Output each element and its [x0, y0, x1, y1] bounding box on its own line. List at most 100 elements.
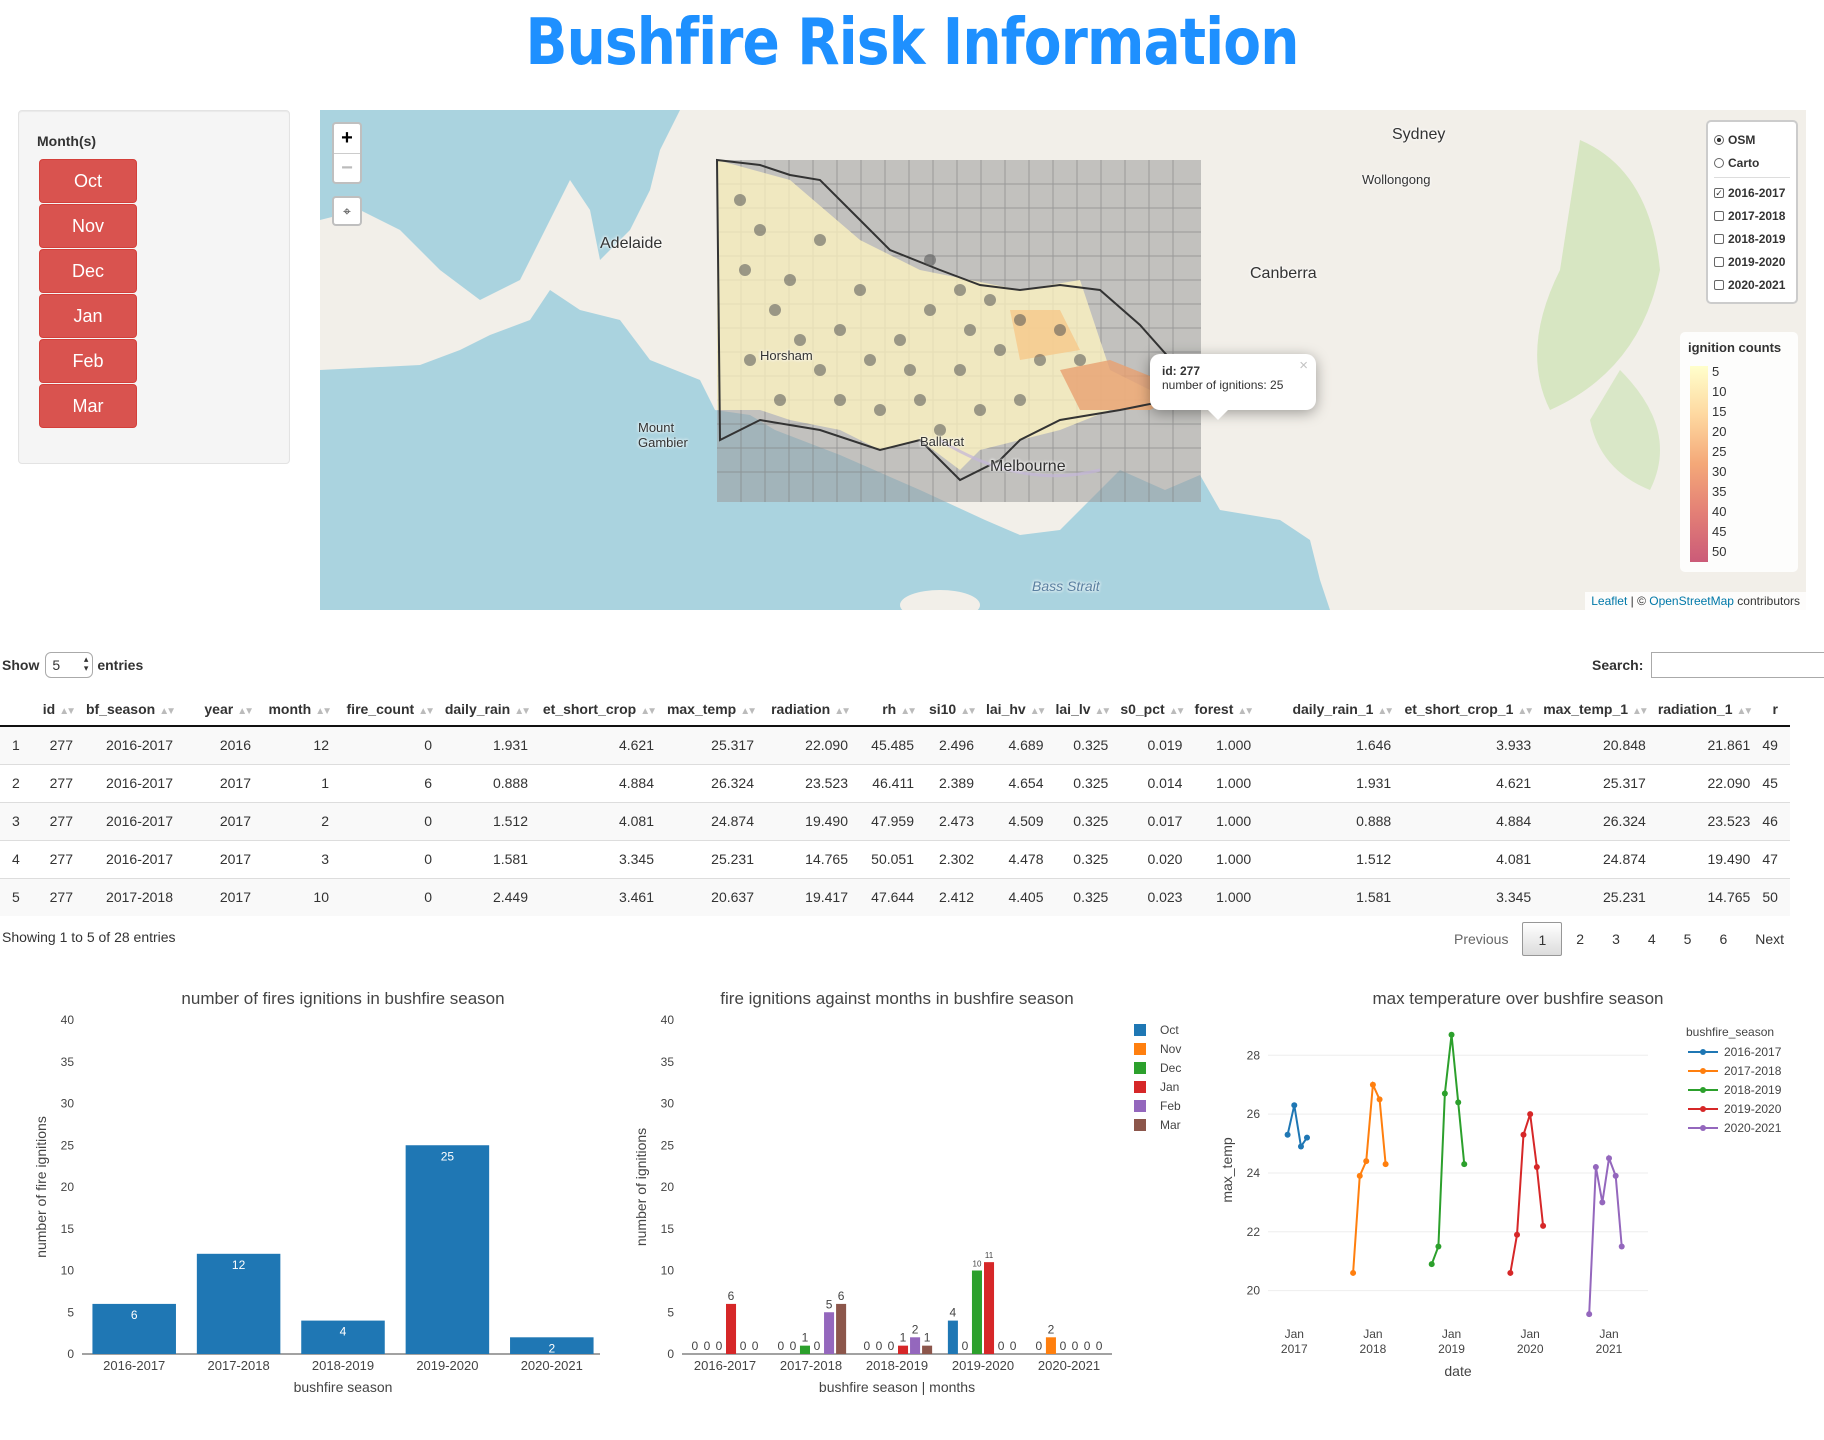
y-tick-label: 30: [661, 1097, 675, 1111]
map-label-mount-gambier: Mount Gambier: [638, 420, 688, 450]
month-button-jan[interactable]: Jan: [39, 294, 137, 338]
entries-select[interactable]: 5: [45, 652, 94, 678]
data-point: [1441, 1090, 1448, 1097]
bar: [984, 1262, 995, 1354]
legend-tick: 15: [1712, 404, 1727, 419]
radio-icon[interactable]: [1714, 157, 1724, 168]
page-button-4[interactable]: 4: [1647, 931, 1656, 947]
table-cell: 1.000: [1194, 801, 1264, 840]
column-header[interactable]: lai_lv ▲▼: [1055, 692, 1121, 727]
search-input[interactable]: [1651, 652, 1824, 678]
checkbox-icon[interactable]: [1714, 210, 1724, 221]
popup-id: id: 277: [1162, 364, 1201, 378]
month-button-feb[interactable]: Feb: [39, 339, 137, 383]
overlay-2016-2017[interactable]: ✓ 2016-2017: [1714, 181, 1790, 204]
column-header[interactable]: month ▲▼: [263, 692, 341, 727]
page-button-3[interactable]: 3: [1612, 931, 1620, 947]
table-row[interactable]: 1 277 2016-2017 2016 12 0 1.931 4.621 25.317 22.0…: [0, 725, 1790, 764]
column-header[interactable]: et_short_crop_1 ▲▼: [1403, 692, 1544, 727]
column-header-label: max_temp_1: [1543, 700, 1629, 717]
table-body: 1 277 2016-2017 2016 12 0 1.931 4.621 25.317 22.0…: [0, 725, 1790, 916]
column-header[interactable]: radiation ▲▼: [766, 692, 860, 727]
overlay-2018-2019[interactable]: 2018-2019: [1714, 227, 1790, 250]
column-header[interactable]: max_temp_1 ▲▼: [1543, 692, 1658, 727]
column-header-label: fire_count: [346, 700, 415, 717]
table-row[interactable]: 3 277 2016-2017 2017 2 0 1.512 4.081 24.874 19.49…: [0, 801, 1790, 840]
column-header-label: bf_season: [85, 700, 156, 717]
leaflet-link[interactable]: Leaflet: [1591, 594, 1628, 608]
x-tick-label: 2018: [1360, 1342, 1387, 1356]
checkbox-icon[interactable]: [1714, 256, 1724, 267]
column-header[interactable]: daily_rain ▲▼: [444, 692, 540, 727]
base-layer-osm[interactable]: OSM: [1714, 128, 1790, 151]
month-button-oct[interactable]: Oct: [39, 159, 137, 203]
y-tick-label: 24: [1247, 1166, 1261, 1180]
osm-link[interactable]: OpenStreetMap: [1649, 594, 1734, 608]
radio-selected-icon[interactable]: [1714, 134, 1724, 145]
overlay-label: 2019-2020: [1728, 254, 1786, 269]
checkbox-icon[interactable]: [1714, 279, 1724, 290]
table-row[interactable]: 2 277 2016-2017 2017 1 6 0.888 4.884 26.324 23.52…: [0, 763, 1790, 802]
checkbox-icon[interactable]: [1714, 233, 1724, 244]
column-header[interactable]: si10 ▲▼: [926, 692, 986, 727]
close-icon[interactable]: ×: [1299, 357, 1308, 374]
column-header[interactable]: year ▲▼: [185, 692, 263, 727]
overlay-2017-2018[interactable]: 2017-2018: [1714, 204, 1790, 227]
column-header[interactable]: r: [1762, 692, 1790, 727]
fullscreen-icon[interactable]: ⌖: [332, 196, 362, 226]
zoom-in-button[interactable]: +: [341, 127, 353, 149]
bar: [92, 1303, 176, 1354]
legend-swatch: [1134, 1062, 1146, 1074]
table-cell: 2: [263, 801, 341, 840]
page-button-6[interactable]: 6: [1719, 931, 1728, 947]
map-tiles[interactable]: [320, 110, 1806, 610]
table-cell: 19.490: [1657, 839, 1763, 878]
table-row[interactable]: 5 277 2017-2018 2017 10 0 2.449 3.461 20.637 19.4…: [0, 877, 1790, 916]
column-header-label: radiation: [771, 700, 831, 717]
overlay-2020-2021[interactable]: 2020-2021: [1714, 273, 1790, 296]
month-button-mar[interactable]: Mar: [39, 384, 137, 428]
table-cell: 14.765: [766, 839, 860, 878]
column-header[interactable]: forest ▲▼: [1194, 692, 1264, 727]
column-header[interactable]: radiation_1 ▲▼: [1657, 692, 1763, 727]
column-header[interactable]: s0_pct ▲▼: [1120, 692, 1195, 727]
column-header[interactable]: fire_count ▲▼: [341, 692, 444, 727]
data-point: [1606, 1155, 1613, 1162]
month-button-nov[interactable]: Nov: [39, 204, 137, 248]
legend-tick: 10: [1712, 384, 1727, 399]
column-header[interactable]: rh ▲▼: [860, 692, 926, 727]
page-button-1[interactable]: 1: [1522, 922, 1563, 956]
column-header-label: id: [42, 700, 56, 717]
table-cell: 3: [0, 801, 40, 840]
column-header-label: et_short_crop: [542, 700, 637, 717]
column-header[interactable]: max_temp ▲▼: [666, 692, 766, 727]
table-row[interactable]: 4 277 2016-2017 2017 3 0 1.581 3.345 25.231 14.76…: [0, 839, 1790, 878]
table-cell: 26.324: [666, 763, 766, 802]
page-button-5[interactable]: 5: [1683, 931, 1692, 947]
legend-label: Mar: [1160, 1118, 1181, 1132]
base-layer-carto[interactable]: Carto: [1714, 151, 1790, 174]
data-point: [1303, 1134, 1310, 1141]
table-cell: 0.325: [1055, 877, 1121, 916]
table-cell: 2017-2018: [85, 877, 185, 916]
bar-value-label: 2: [912, 1322, 919, 1336]
data-point: [1533, 1164, 1540, 1171]
month-button-dec[interactable]: Dec: [39, 249, 137, 293]
column-header[interactable]: daily_rain_1 ▲▼: [1263, 692, 1404, 727]
series-line: [1509, 1113, 1545, 1274]
checkbox-checked-icon[interactable]: ✓: [1714, 187, 1724, 198]
leaflet-map[interactable]: Sydney Wollongong Canberra Adelaide Hors…: [320, 110, 1806, 610]
previous-page-button[interactable]: Previous: [1454, 931, 1509, 947]
data-point: [1297, 1143, 1304, 1150]
x-tick-label: 2016-2017: [694, 1358, 756, 1373]
overlay-2019-2020[interactable]: 2019-2020: [1714, 250, 1790, 273]
column-header[interactable]: id ▲▼: [40, 692, 85, 727]
table-cell: 4.509: [986, 801, 1056, 840]
column-header[interactable]: et_short_crop ▲▼: [540, 692, 666, 727]
column-header[interactable]: bf_season ▲▼: [85, 692, 185, 727]
column-header: [0, 692, 40, 727]
zoom-out-button[interactable]: −: [334, 153, 360, 182]
next-page-button[interactable]: Next: [1755, 931, 1785, 947]
column-header[interactable]: lai_hv ▲▼: [986, 692, 1056, 727]
page-button-2[interactable]: 2: [1576, 931, 1585, 947]
